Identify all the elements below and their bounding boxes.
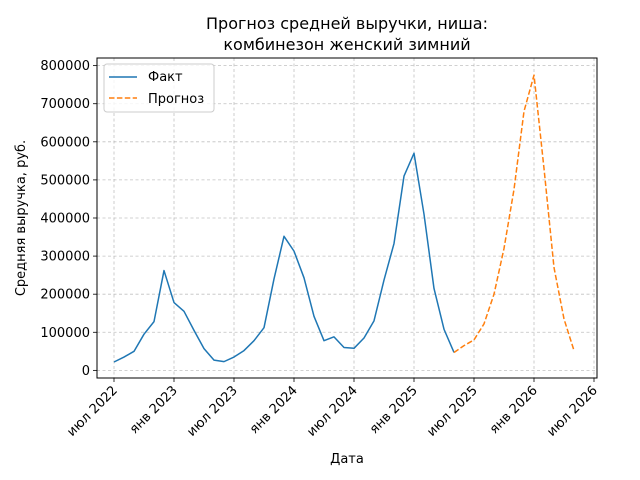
- legend: Факт Прогноз: [103, 63, 215, 113]
- y-tick-label: 600000: [40, 135, 90, 150]
- x-tick-label: июл 2023: [184, 383, 241, 440]
- series-layer: [113, 74, 575, 363]
- x-tick-label: июл 2026: [544, 383, 601, 440]
- x-tick-label: янв 2023: [127, 383, 181, 437]
- chart-title-line-1: Прогноз средней выручки, ниша:: [206, 14, 488, 33]
- x-tick-label: июл 2024: [304, 383, 361, 440]
- x-tick-label: янв 2026: [487, 383, 541, 437]
- y-tick-label: 700000: [40, 97, 90, 112]
- series-line-fact: [113, 152, 455, 363]
- legend-fact-label: Факт: [148, 70, 183, 85]
- x-tick-label: янв 2025: [367, 383, 421, 437]
- legend-box: [103, 63, 215, 113]
- y-axis-label: Средняя выручка, руб.: [14, 140, 29, 296]
- y-tick-label: 100000: [40, 326, 90, 341]
- legend-forecast-label: Прогноз: [148, 92, 204, 107]
- x-tick-label: янв 2024: [247, 383, 301, 437]
- y-tick-label: 400000: [40, 212, 90, 227]
- x-tick-label: июл 2025: [424, 383, 481, 440]
- y-axis: 0 100000 200000 300000 400000 500000 600000 700…: [40, 59, 97, 379]
- y-tick-label: 200000: [40, 288, 90, 303]
- y-tick-label: 800000: [40, 59, 90, 74]
- x-axis: июл 2022 янв 2023 июл 2023 янв 2024 июл 2024…: [64, 378, 601, 440]
- x-tick-label: июл 2022: [64, 383, 121, 440]
- y-tick-label: 0: [82, 364, 90, 379]
- y-tick-label: 300000: [40, 250, 90, 265]
- series-line-forecast: [453, 74, 575, 354]
- chart-title-line-2: комбинезон женский зимний: [223, 35, 470, 54]
- y-tick-label: 500000: [40, 173, 90, 188]
- x-axis-label: Дата: [330, 452, 364, 467]
